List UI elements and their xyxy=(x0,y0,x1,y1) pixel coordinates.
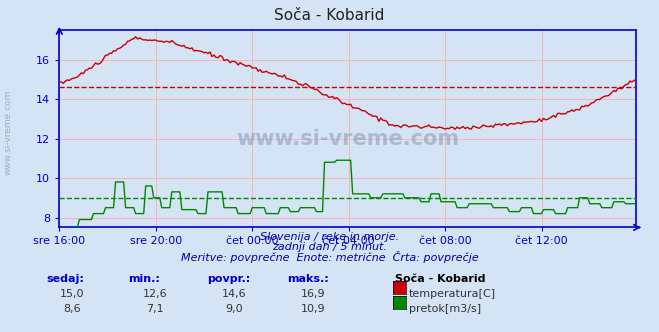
Text: min.:: min.: xyxy=(129,274,160,284)
Text: www.si-vreme.com: www.si-vreme.com xyxy=(236,128,459,148)
Text: 8,6: 8,6 xyxy=(64,304,81,314)
Text: 7,1: 7,1 xyxy=(146,304,163,314)
Text: Soča - Kobarid: Soča - Kobarid xyxy=(395,274,486,284)
Text: Soča - Kobarid: Soča - Kobarid xyxy=(274,8,385,23)
Text: 16,9: 16,9 xyxy=(301,289,326,299)
Text: pretok[m3/s]: pretok[m3/s] xyxy=(409,304,480,314)
Text: Slovenija / reke in morje.: Slovenija / reke in morje. xyxy=(260,232,399,242)
Text: Meritve: povprečne  Enote: metrične  Črta: povprečje: Meritve: povprečne Enote: metrične Črta:… xyxy=(181,251,478,263)
Text: temperatura[C]: temperatura[C] xyxy=(409,289,496,299)
Text: www.si-vreme.com: www.si-vreme.com xyxy=(4,90,13,176)
Text: zadnji dan / 5 minut.: zadnji dan / 5 minut. xyxy=(272,242,387,252)
Text: 9,0: 9,0 xyxy=(225,304,243,314)
Text: sedaj:: sedaj: xyxy=(46,274,84,284)
Text: 15,0: 15,0 xyxy=(60,289,85,299)
Text: 14,6: 14,6 xyxy=(221,289,246,299)
Text: povpr.:: povpr.: xyxy=(208,274,251,284)
Text: 12,6: 12,6 xyxy=(142,289,167,299)
Text: maks.:: maks.: xyxy=(287,274,328,284)
Text: 10,9: 10,9 xyxy=(301,304,326,314)
